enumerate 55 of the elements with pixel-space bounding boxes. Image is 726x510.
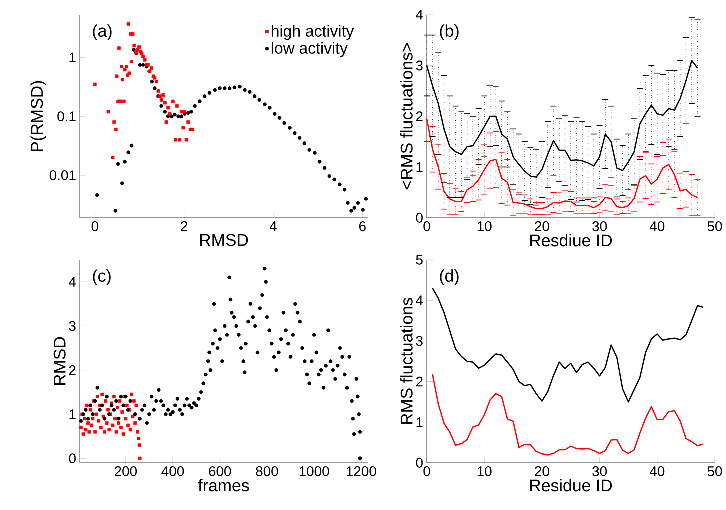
y-axis-title: <RMS fluctuations>: [400, 43, 413, 190]
x-tick-label: 4: [270, 222, 277, 232]
x-tick-label: 50: [708, 222, 722, 232]
y-tick-label: 2: [416, 376, 423, 387]
y-tick-label: 0.01: [50, 170, 76, 180]
x-tick-label: 6: [359, 222, 366, 232]
x-axis-title: RMSD: [200, 234, 248, 246]
x-tick-label: 0: [92, 222, 98, 232]
annotation: (a): [93, 24, 112, 40]
y-tick-label: 0.1: [58, 112, 76, 122]
y-tick-label: 1: [416, 418, 423, 428]
x-tick-label: 400: [162, 466, 184, 476]
x-tick-label: 0: [424, 222, 430, 232]
y-tick-label: 5: [416, 255, 423, 265]
x-tick-label: 0: [424, 466, 430, 476]
x-axis-title: frames: [198, 479, 250, 492]
y-tick-label: 1: [70, 410, 76, 420]
x-tick-label: 20: [535, 222, 550, 232]
legend-label: low activity: [272, 42, 348, 58]
y-tick-label: 3: [416, 336, 423, 346]
x-axis-title: Residue ID: [530, 479, 612, 492]
x-tick-label: 200: [114, 466, 138, 476]
annotation: (d): [440, 270, 459, 286]
y-tick-label: 3: [416, 60, 423, 71]
x-axis-title: Resdiue ID: [530, 234, 612, 247]
x-tick-label: 20: [535, 466, 550, 476]
x-tick-label: 600: [209, 466, 232, 476]
annotation: (b): [440, 24, 459, 40]
y-tick-label: 0: [69, 454, 76, 464]
y-tick-label: 2: [416, 112, 423, 122]
x-tick-label: 10: [478, 466, 492, 476]
x-tick-label: 1200: [346, 466, 376, 476]
y-tick-label: 1: [416, 162, 423, 172]
x-tick-label: 50: [708, 466, 722, 476]
y-tick-label: 2: [69, 365, 76, 376]
y-tick-label: 3: [69, 321, 76, 332]
x-tick-label: 40: [650, 222, 665, 232]
legend-label: high activity: [272, 25, 354, 40]
x-tick-label: 30: [592, 222, 608, 232]
y-tick-label: 4: [69, 277, 76, 287]
y-tick-label: 0: [416, 213, 423, 223]
x-tick-label: 1000: [300, 466, 330, 476]
y-axis-title: P(RMSD): [30, 81, 46, 152]
y-axis-title: RMS fluctuations: [400, 298, 413, 424]
y-tick-label: 4: [416, 10, 424, 20]
y-tick-label: 4: [416, 296, 424, 306]
annotation: (c): [93, 270, 111, 286]
x-tick-label: 800: [256, 466, 278, 476]
x-tick-label: 40: [650, 466, 665, 476]
x-tick-label: 10: [478, 222, 492, 232]
x-tick-label: 30: [592, 466, 608, 476]
x-tick-label: 2: [181, 222, 188, 232]
y-tick-label: 0: [416, 458, 423, 468]
y-tick-label: 1: [70, 52, 76, 62]
y-axis-title: RMSD: [54, 337, 66, 386]
